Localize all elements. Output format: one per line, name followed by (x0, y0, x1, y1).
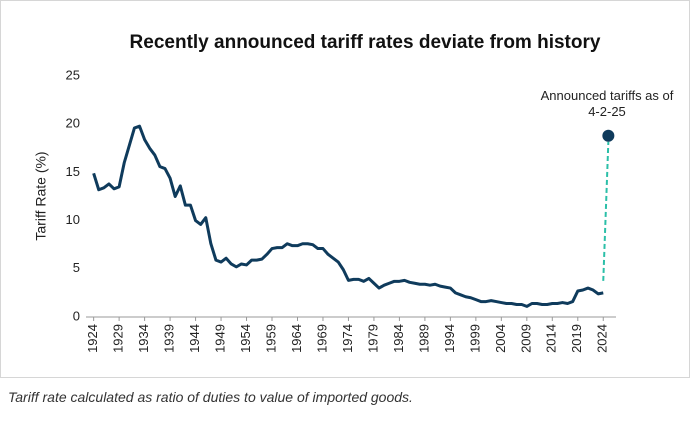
x-tick-label: 1974 (340, 324, 355, 353)
x-tick-label: 1949 (212, 324, 227, 353)
series-line (92, 124, 604, 308)
x-tick-label: 1989 (416, 324, 431, 353)
x-tick-label: 1994 (442, 324, 457, 353)
y-tick-label: 5 (73, 260, 80, 275)
x-tick-label: 1984 (391, 324, 406, 353)
x-tick-label: 1929 (111, 324, 126, 353)
x-tick-label: 1964 (289, 324, 304, 353)
x-tick-label: 2009 (518, 324, 533, 353)
x-tick-label: 1999 (467, 324, 482, 353)
x-tick-label: 1934 (136, 324, 151, 353)
x-tick-label: 1979 (365, 324, 380, 353)
y-tick-label: 0 (73, 308, 80, 323)
annotation: Announced tariffs as of 4-2-25 (540, 88, 674, 119)
y-axis-label: Tariff Rate (%) (33, 151, 49, 240)
y-tick-label: 10 (66, 212, 80, 227)
x-tick-label: 1969 (314, 324, 329, 353)
x-tick-label: 1924 (85, 324, 100, 353)
x-tick-label: 2024 (595, 324, 610, 353)
x-tick-label: 1959 (263, 324, 278, 353)
chart-frame (0, 0, 690, 378)
x-tick-label: 1939 (162, 324, 177, 353)
x-tick-label: 1954 (238, 324, 253, 353)
y-tick-label: 25 (66, 67, 80, 82)
x-tick-label: 1944 (187, 324, 202, 353)
y-tick-label: 20 (66, 116, 80, 131)
caption: Tariff rate calculated as ratio of dutie… (8, 389, 413, 405)
y-tick-label: 15 (66, 164, 80, 179)
chart-title: Recently announced tariff rates deviate … (130, 32, 601, 53)
connector (602, 141, 610, 281)
announced-point (602, 129, 615, 142)
x-tick-label: 2014 (544, 324, 559, 353)
x-tick-label: 2019 (569, 324, 584, 353)
x-tick-label: 2004 (493, 324, 508, 353)
